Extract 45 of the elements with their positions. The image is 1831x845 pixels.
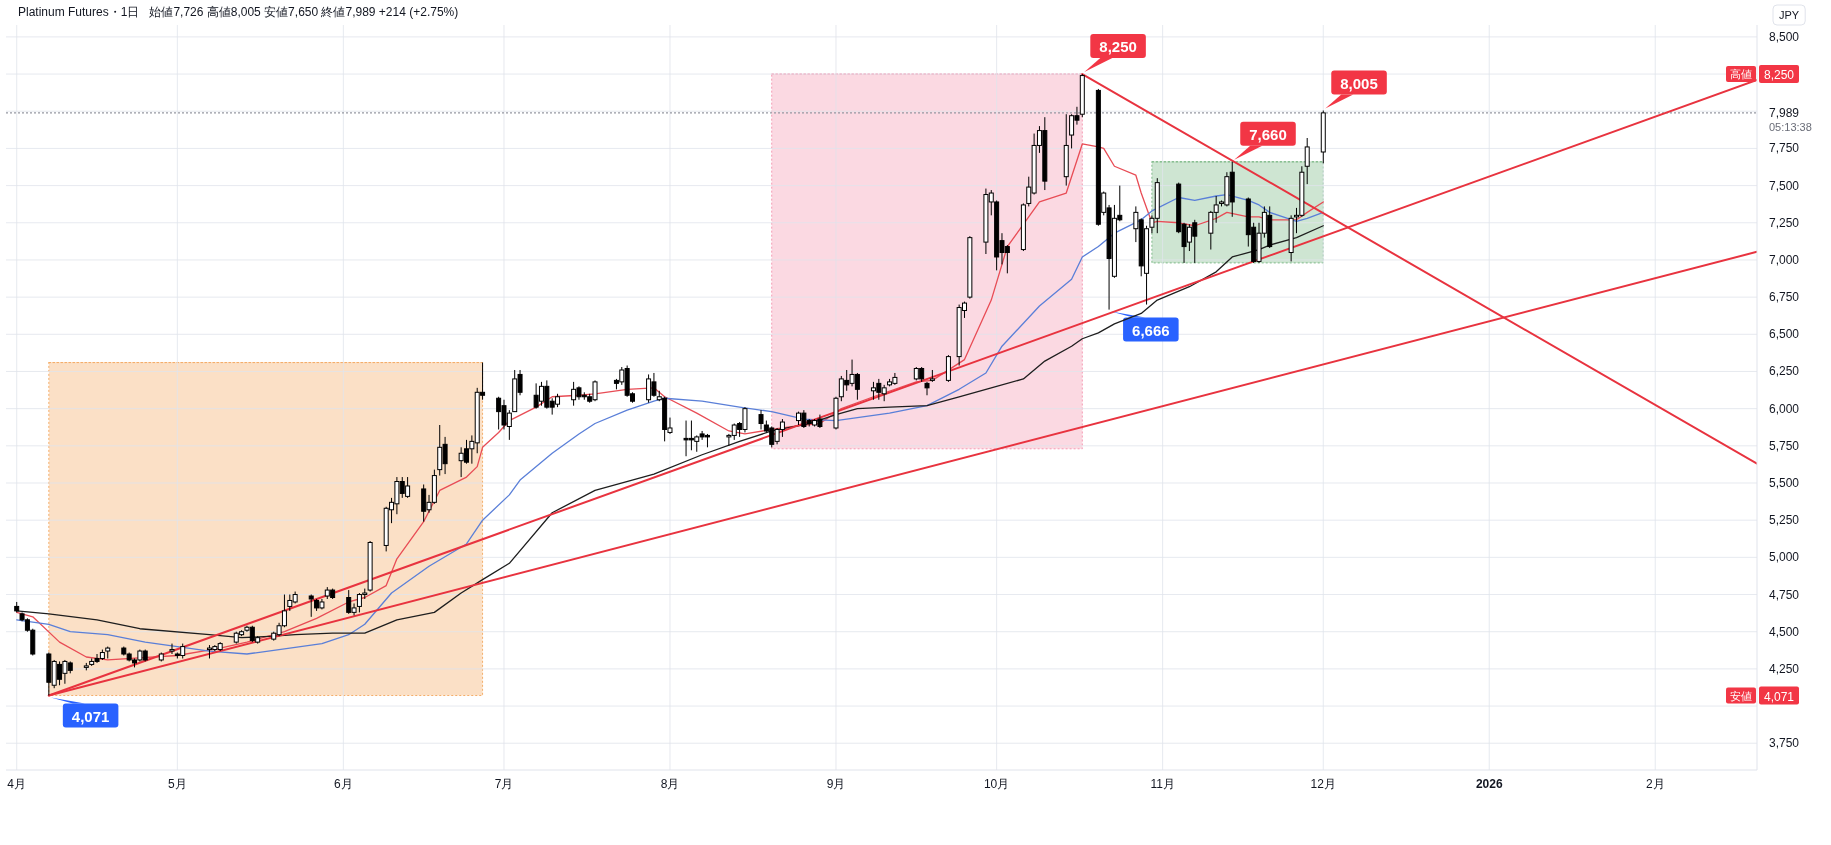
x-tick-label: 7月 xyxy=(494,777,514,791)
y-tick-label: 6,500 xyxy=(1769,327,1800,342)
x-tick-label: 6月 xyxy=(334,777,353,791)
chart-subtitle: 始値7,726 高値8,005 安値7,650 終値7,989 +214 (+2.75%) xyxy=(149,5,459,19)
y-tick-label: 6,000 xyxy=(1769,401,1800,416)
annotation: 安値 xyxy=(1730,689,1752,702)
y-tick-label: 8,500 xyxy=(1769,29,1800,44)
callout: 8,005 xyxy=(1325,70,1387,109)
callout: 7,660 xyxy=(1234,121,1296,160)
y-tick-label: 5,250 xyxy=(1769,513,1800,528)
text: 4,071 xyxy=(1763,689,1795,704)
y-tick-label: 6,750 xyxy=(1769,290,1800,305)
x-tick-label: 12月 xyxy=(1310,777,1336,791)
annotation: 6,666 xyxy=(1132,321,1170,339)
y-tick-label: 6,250 xyxy=(1769,364,1800,379)
y-tick-label: 5,500 xyxy=(1769,476,1800,490)
y-tick-label: 7,250 xyxy=(1769,215,1800,230)
x-tick-label: 8月 xyxy=(660,777,680,791)
annotation: 8,250 xyxy=(1099,38,1137,56)
text: 8,250 xyxy=(1763,68,1795,83)
y-tick-label: 5,750 xyxy=(1769,438,1800,453)
y-tick-label: 7,500 xyxy=(1769,178,1800,193)
annotation: 高値 xyxy=(1730,68,1752,81)
annotation: 4,071 xyxy=(71,707,110,725)
x-tick-label: 4月 xyxy=(7,777,27,791)
x-tick-label: 2月 xyxy=(1645,777,1665,791)
x-tick-label: 10月 xyxy=(983,777,1010,791)
x-tick-label: 9月 xyxy=(826,777,846,791)
y-axis-title: JPY xyxy=(1779,9,1800,21)
y-tick-label: 7,000 xyxy=(1769,252,1800,267)
x-tick-label: 5月 xyxy=(168,777,187,791)
callout: 8,250 xyxy=(1084,34,1146,73)
annotation: 7,660 xyxy=(1249,125,1287,143)
annotation: 8,005 xyxy=(1340,74,1378,92)
text: 05:13:38 xyxy=(1769,120,1812,133)
y-tick-label: 4,500 xyxy=(1769,624,1800,639)
y-tick-label: 4,750 xyxy=(1769,587,1800,602)
chart-title: Platinum Futures・1日 xyxy=(18,5,140,19)
x-tick-label: 2026 xyxy=(1475,777,1503,791)
y-tick-label: 3,750 xyxy=(1769,736,1800,751)
y-tick-label: 5,000 xyxy=(1769,550,1800,565)
y-tick-label: 4,250 xyxy=(1769,661,1800,676)
ref-line-label: 7,989 xyxy=(1769,105,1800,120)
y-tick-label: 7,750 xyxy=(1769,141,1800,156)
x-tick-label: 11月 xyxy=(1150,777,1175,791)
